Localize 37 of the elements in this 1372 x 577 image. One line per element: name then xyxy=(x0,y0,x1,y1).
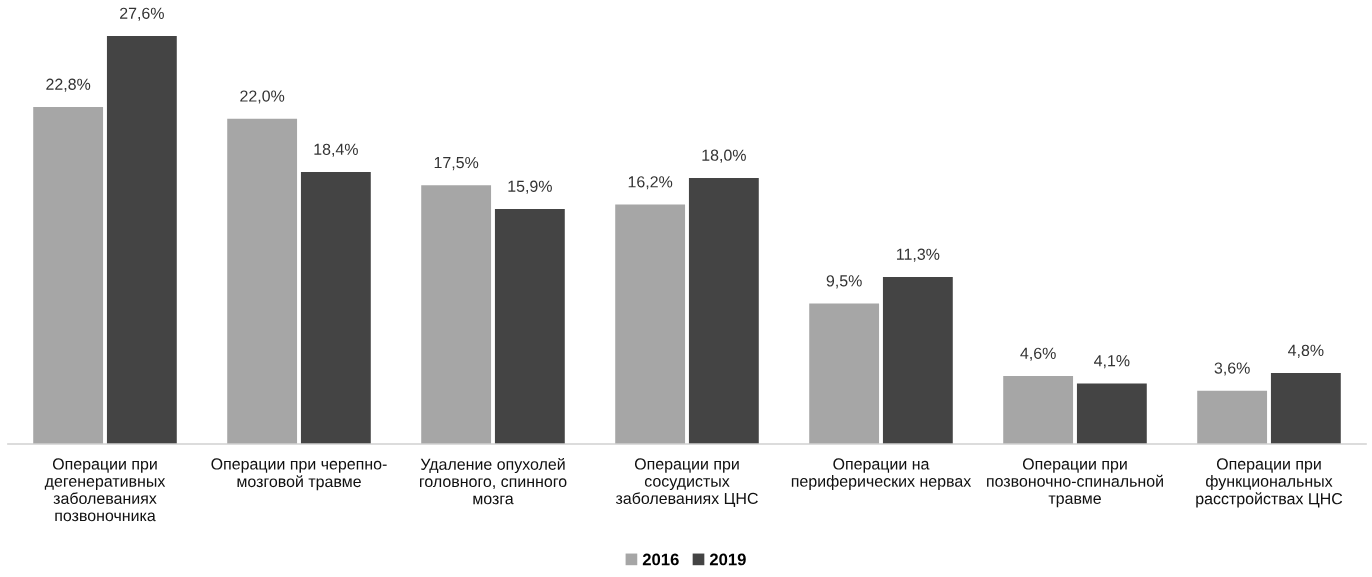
x-tick-label: Операции при черепно- мозговой травме xyxy=(211,458,387,491)
bar xyxy=(300,172,371,444)
bar xyxy=(809,303,880,444)
data-label: 17,5% xyxy=(434,157,479,171)
data-label: 3,6% xyxy=(1214,362,1250,376)
bar xyxy=(1003,376,1074,444)
data-label: 15,9% xyxy=(508,180,552,194)
data-label: 9,5% xyxy=(826,275,862,289)
x-tick-label: Операции при функциональных расстройствах ЦНС xyxy=(1196,458,1343,508)
legend-label: 2019 xyxy=(709,553,746,566)
data-label: 22,0% xyxy=(240,90,285,104)
data-label: 16,2% xyxy=(628,176,673,190)
data-label: 4,1% xyxy=(1094,355,1130,369)
bar xyxy=(688,177,759,444)
x-tick-label: Операции при дегенеративных заболеваниях позвоночника xyxy=(44,458,166,522)
x-tick-label: Удаление опухолей головного, спинного мозга xyxy=(420,457,567,505)
data-label: 18,4% xyxy=(314,143,358,157)
bar xyxy=(882,276,953,444)
x-tick-label: Операции при позвоночно-спинальной травме xyxy=(987,458,1163,508)
bar xyxy=(1076,383,1147,444)
data-label: 4,8% xyxy=(1288,344,1324,358)
bar xyxy=(494,208,565,444)
x-tick-label: Операции при сосудистых заболеваниях ЦНС xyxy=(615,458,758,508)
bar xyxy=(1270,373,1341,444)
bar xyxy=(227,118,298,444)
bar xyxy=(1197,390,1268,444)
x-tick-label: Операции на периферических нервах xyxy=(791,458,972,490)
bar xyxy=(106,36,177,444)
bar xyxy=(615,204,686,444)
data-label: 27,6% xyxy=(120,7,164,21)
bar xyxy=(421,185,492,444)
data-label: 4,6% xyxy=(1020,347,1056,361)
data-label: 22,8% xyxy=(46,78,91,92)
bar xyxy=(33,106,104,444)
data-label: 11,3% xyxy=(897,248,940,262)
legend-label: 2016 xyxy=(642,553,679,566)
data-label: 18,0% xyxy=(702,149,746,163)
